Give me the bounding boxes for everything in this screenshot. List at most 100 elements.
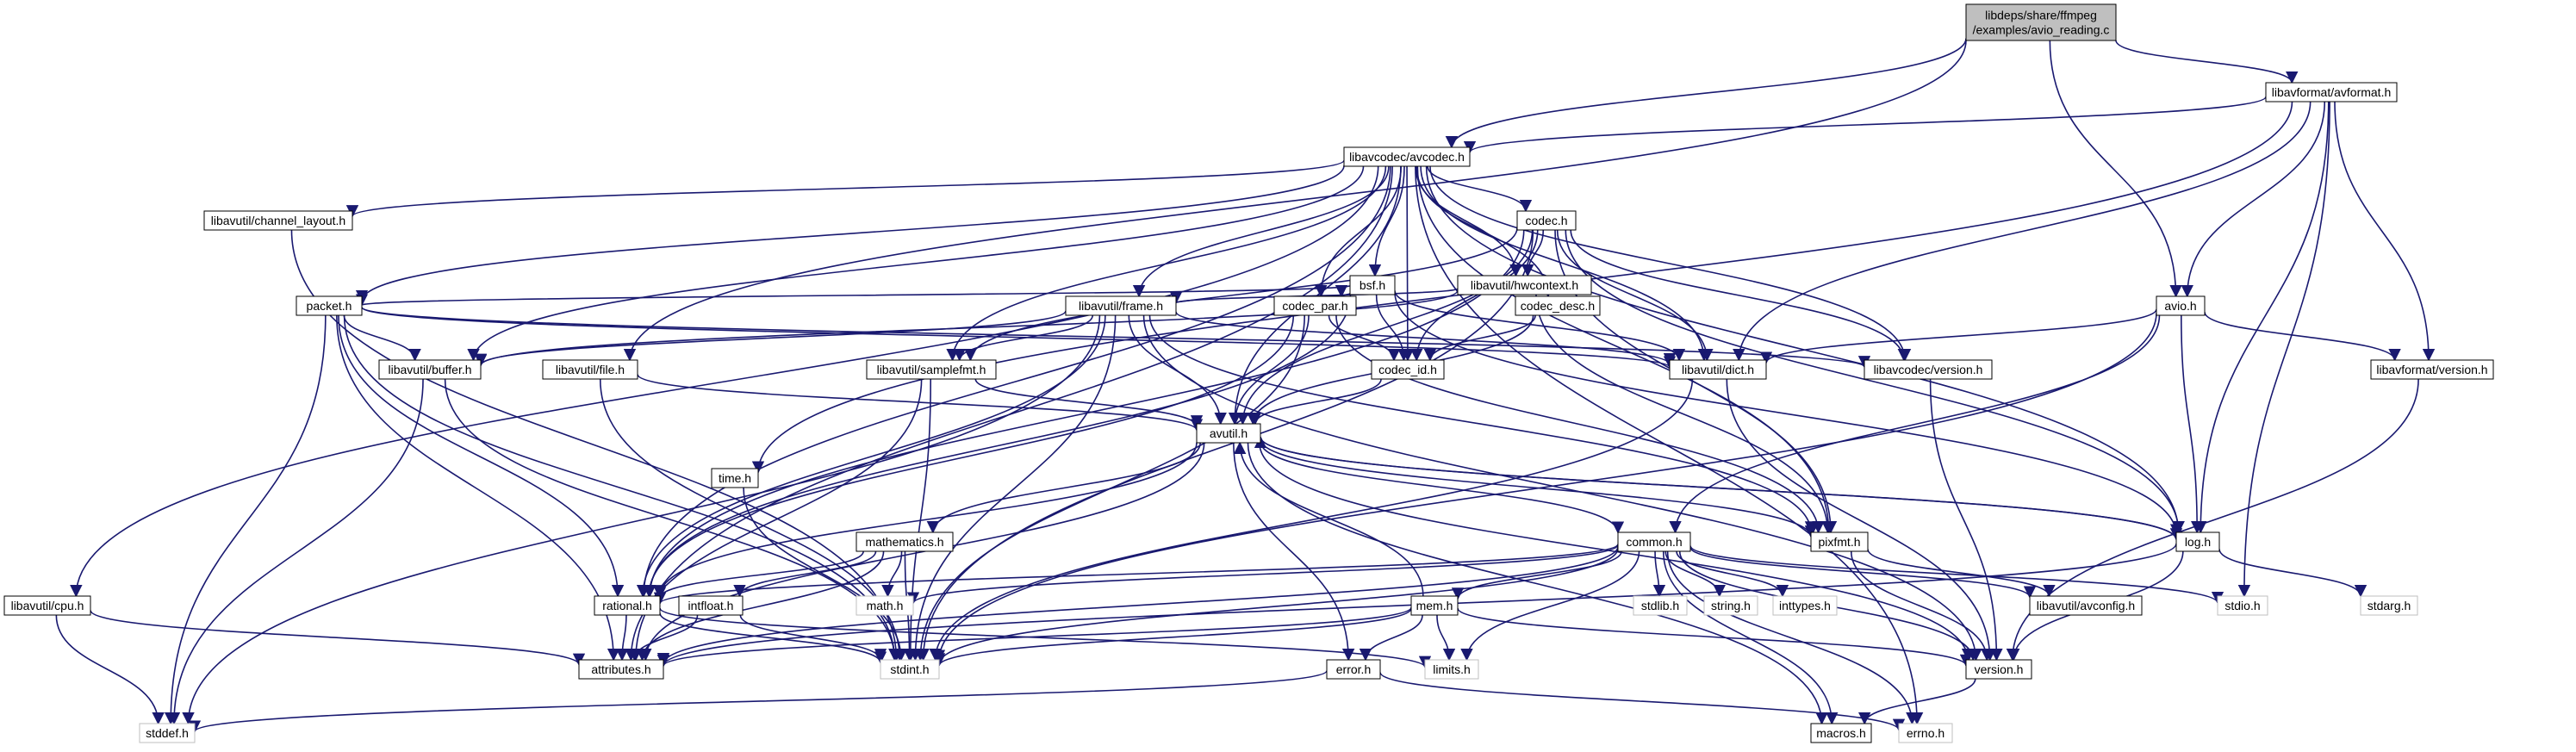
edge-packet-to-avcversion: [361, 306, 1870, 369]
node-label-root: libdeps/share/ffmpeg: [1985, 9, 2097, 22]
node-label-stdint: stdint.h: [890, 662, 929, 676]
node-label-avconfig: libavutil/avconfig.h: [2037, 599, 2135, 612]
node-box-avconfig: [2029, 595, 2143, 616]
node-label-stdarg: stdarg.h: [2368, 599, 2411, 612]
node-box-intfloat: [678, 595, 744, 616]
edge-bsf-to-codecid: [1375, 294, 1410, 362]
node-avfversion[interactable]: libavformat/version.h: [2370, 359, 2494, 380]
node-error[interactable]: error.h: [1326, 659, 1381, 680]
node-codecid[interactable]: codec_id.h: [1371, 359, 1445, 380]
node-stdarg: stdarg.h: [2360, 595, 2418, 616]
node-attributes[interactable]: attributes.h: [578, 659, 664, 680]
edge-mathematics-to-attributes: [636, 550, 885, 662]
node-version[interactable]: version.h: [1965, 659, 2032, 680]
node-label-bsf: bsf.h: [1360, 278, 1385, 292]
node-label-common: common.h: [1626, 535, 1682, 549]
node-codecpar[interactable]: codec_par.h: [1273, 295, 1357, 316]
node-box-codec: [1516, 210, 1577, 231]
edge-avcodec-to-packet: [355, 165, 1345, 303]
node-label-codecid: codec_id.h: [1378, 363, 1437, 376]
node-common[interactable]: common.h: [1617, 531, 1691, 552]
edge-common-to-rational: [654, 543, 1619, 606]
edge-avcodec-to-log: [1425, 165, 2185, 534]
node-label-math: math.h: [867, 599, 904, 612]
node-codecdesc[interactable]: codec_desc.h: [1515, 295, 1601, 316]
node-dict[interactable]: libavutil/dict.h: [1669, 359, 1767, 380]
edge-error-to-stddef: [189, 669, 1328, 733]
edge-avio-to-common: [1669, 314, 2161, 534]
node-box-stddef: [139, 723, 196, 743]
node-intfloat[interactable]: intfloat.h: [678, 595, 744, 616]
node-root[interactable]: libdeps/share/ffmpeg/examples/avio_readi…: [1965, 3, 2117, 41]
node-label-intfloat: intfloat.h: [688, 599, 734, 612]
edge-common-to-limits: [1460, 550, 1640, 662]
node-log[interactable]: log.h: [2175, 531, 2220, 552]
node-avformat[interactable]: libavformat/avformat.h: [2265, 82, 2398, 103]
edge-common-to-stdlib: [1652, 550, 1666, 598]
edge-mem-to-limits: [1436, 614, 1456, 662]
edge-avcodec-to-codecpar: [1315, 165, 1403, 298]
edge-frame-to-buffer: [475, 310, 1067, 366]
node-mathematics[interactable]: mathematics.h: [856, 531, 954, 552]
node-cpu[interactable]: libavutil/cpu.h: [3, 595, 91, 616]
node-buffer[interactable]: libavutil/buffer.h: [378, 359, 482, 380]
edge-mem-to-version: [1457, 607, 1972, 668]
node-box-stdio: [2217, 595, 2268, 616]
node-avcversion[interactable]: libavcodec/version.h: [1864, 359, 1993, 380]
node-rational[interactable]: rational.h: [594, 595, 661, 616]
node-codec[interactable]: codec.h: [1516, 210, 1577, 231]
node-macros[interactable]: macros.h: [1810, 723, 1872, 743]
node-label-limits: limits.h: [1433, 662, 1471, 676]
edge-mem-to-attributes: [657, 606, 1412, 668]
edge-avio-to-log: [2181, 314, 2204, 534]
edge-avcodec-to-attributes: [629, 165, 1393, 662]
edge-frame-to-version: [1142, 314, 1982, 662]
edge-packet-to-buffer: [343, 314, 421, 362]
edge-frame-to-rational: [636, 314, 1106, 598]
edge-mathematics-to-intfloat: [733, 550, 877, 598]
node-file[interactable]: libavutil/file.h: [542, 359, 638, 380]
edge-avcodec-to-samplefmt: [946, 165, 1387, 362]
node-box-avio: [2156, 295, 2206, 316]
edge-avio-to-avfversion: [2204, 311, 2401, 362]
node-box-codecpar: [1273, 295, 1357, 316]
node-label-cpu: libavutil/cpu.h: [11, 599, 84, 612]
node-chlayout[interactable]: libavutil/channel_layout.h: [203, 210, 353, 231]
node-label-file: libavutil/file.h: [556, 363, 625, 376]
node-box-file: [542, 359, 638, 380]
node-pixfmt[interactable]: pixfmt.h: [1810, 531, 1869, 552]
edge-codecpar-to-avutil: [1229, 314, 1310, 426]
node-frame[interactable]: libavutil/frame.h: [1065, 295, 1177, 316]
node-label-avcodec: libavcodec/avcodec.h: [1349, 150, 1465, 164]
node-label-time: time.h: [719, 471, 751, 485]
edge-packet-to-dict: [361, 307, 1676, 369]
node-avconfig[interactable]: libavutil/avconfig.h: [2029, 595, 2143, 616]
node-label-pixfmt: pixfmt.h: [1818, 535, 1860, 549]
edge-bsf-to-rational: [643, 294, 1352, 598]
node-box-chlayout: [203, 210, 353, 231]
node-samplefmt[interactable]: libavutil/samplefmt.h: [866, 359, 997, 380]
edge-avcversion-to-version: [1929, 378, 2003, 662]
node-label-mem: mem.h: [1416, 599, 1453, 612]
node-box-inttypes: [1772, 595, 1838, 616]
node-box-error: [1326, 659, 1381, 680]
node-box-common: [1617, 531, 1691, 552]
node-mem[interactable]: mem.h: [1410, 595, 1459, 616]
node-avutil[interactable]: avutil.h: [1196, 423, 1261, 444]
node-time[interactable]: time.h: [711, 468, 759, 488]
node-label-buffer: libavutil/buffer.h: [388, 363, 471, 376]
node-hwcontext[interactable]: libavutil/hwcontext.h: [1457, 275, 1592, 295]
node-packet[interactable]: packet.h: [296, 295, 363, 316]
node-bsf[interactable]: bsf.h: [1349, 275, 1396, 295]
node-avcodec[interactable]: libavcodec/avcodec.h: [1343, 146, 1471, 167]
node-avio[interactable]: avio.h: [2156, 295, 2206, 316]
edge-common-to-attributes: [657, 546, 1619, 666]
node-box-attributes: [578, 659, 664, 680]
edge-codec-to-log: [1565, 229, 2185, 534]
edge-dict-to-version: [1726, 378, 1996, 662]
edge-avcodec-to-dict: [1420, 165, 1711, 362]
node-box-avcversion: [1864, 359, 1993, 380]
edge-buffer-to-stddef: [167, 378, 424, 725]
edge-avcodec-to-avcversion: [1429, 165, 1912, 362]
